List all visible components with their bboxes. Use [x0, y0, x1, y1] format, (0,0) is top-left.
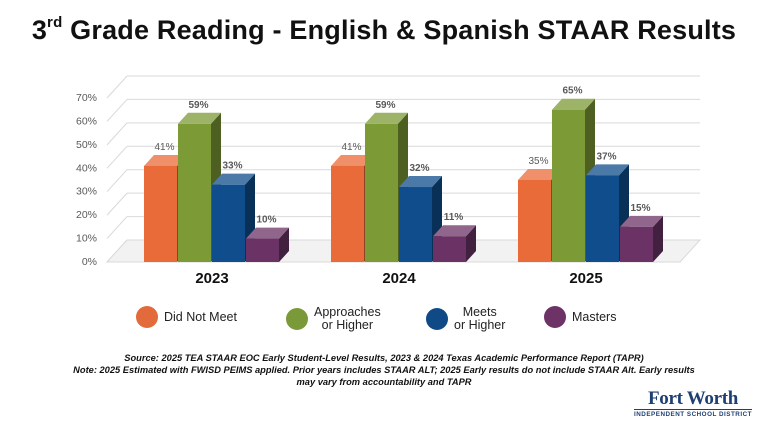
y-tick-label: 70%	[76, 92, 97, 104]
data-label: 41%	[154, 142, 174, 153]
data-label: 15%	[630, 203, 650, 214]
legend-swatch	[544, 306, 566, 328]
legend-item: Did Not Meet	[136, 306, 237, 328]
data-label: 65%	[562, 86, 582, 97]
bar	[178, 123, 211, 263]
data-label: 33%	[222, 161, 242, 172]
bar-top	[212, 173, 255, 185]
bar-top	[246, 227, 289, 239]
x-category-label: 2023	[195, 270, 228, 287]
y-tick-label: 30%	[76, 186, 97, 198]
legend-label: Did Not Meet	[164, 309, 237, 324]
bar	[518, 180, 551, 262]
page-title: 3rd Grade Reading - English & Spanish ST…	[31, 14, 737, 45]
legend-label-line: Approaches	[314, 305, 381, 319]
data-label: 32%	[409, 163, 429, 174]
bar-top	[365, 112, 408, 124]
y-tick-label: 40%	[76, 162, 97, 174]
bar-top	[178, 112, 221, 124]
source-line: Source: 2025 TEA STAAR EOC Early Student…	[124, 353, 644, 363]
legend-item: Approaches or Higher	[286, 306, 381, 332]
bar-side	[466, 225, 476, 262]
x-category-label: 2024	[382, 270, 416, 287]
bar	[144, 165, 177, 262]
bar-top	[399, 176, 442, 188]
bar	[433, 236, 466, 262]
data-label: 41%	[341, 142, 361, 153]
legend-item: Meets or Higher	[426, 306, 505, 332]
y-tick-label: 60%	[76, 115, 97, 127]
gridline-side	[106, 75, 128, 99]
bar-top	[331, 154, 374, 166]
logo-name: Fort Worth	[647, 388, 739, 409]
data-label: 35%	[528, 156, 548, 167]
data-label: 59%	[375, 100, 395, 111]
bar	[331, 165, 364, 262]
bar-top	[144, 154, 187, 166]
legend-label: Approaches or Higher	[314, 306, 381, 332]
y-tick-label: 10%	[76, 233, 97, 245]
gridline-side	[106, 216, 128, 239]
bar-top	[620, 215, 663, 227]
legend-label: Masters	[572, 309, 617, 324]
note-line: Note: 2025 Estimated with FWISD PEIMS ap…	[73, 365, 695, 375]
bar-top	[518, 169, 561, 180]
gridline-side	[106, 145, 128, 169]
legend-label-line: or Higher	[454, 318, 506, 332]
bar	[365, 123, 398, 263]
fort-worth-isd-logo: Fort Worth INDEPENDENT SCHOOL DISTRICT	[634, 388, 752, 418]
legend-swatch	[136, 306, 158, 328]
bar-top	[433, 225, 476, 237]
legend-swatch	[286, 308, 308, 330]
bar	[399, 187, 432, 262]
legend-label-line: or Higher	[321, 318, 374, 332]
gridline-side	[106, 192, 128, 216]
legend-label-line: Masters	[572, 309, 617, 324]
title-superscript: rd	[47, 14, 63, 31]
x-category-label: 2025	[569, 270, 602, 287]
bar	[552, 109, 585, 262]
data-label: 10%	[256, 215, 276, 226]
gridline-side	[106, 169, 128, 193]
bar-top	[586, 164, 629, 176]
bar	[212, 184, 245, 262]
bar	[246, 238, 279, 262]
legend-label-line: Did Not Meet	[164, 309, 237, 324]
data-label: 59%	[188, 100, 208, 111]
bar	[586, 175, 619, 262]
legend-item: Masters	[544, 306, 616, 328]
note-line-continued: may vary from accountability and TAPR	[296, 377, 472, 387]
gridline-side	[106, 122, 128, 146]
source-note: Source: 2025 TEA STAAR EOC Early Student…	[30, 352, 738, 388]
staar-bar-chart: 0% 10% 20% 30% 40% 50% 60% 70% 41% 59% 33% 10% 2023 4…	[76, 75, 702, 287]
gridline-side	[106, 99, 128, 122]
bar	[620, 226, 653, 262]
y-tick-label: 50%	[76, 139, 97, 151]
data-label: 37%	[596, 151, 616, 162]
data-label: 11%	[444, 212, 464, 223]
legend-swatch	[426, 308, 448, 330]
bar-side	[653, 215, 663, 262]
logo-subtitle: INDEPENDENT SCHOOL DISTRICT	[634, 409, 752, 418]
y-tick-label: 0%	[82, 256, 97, 268]
y-tick-label: 20%	[76, 209, 97, 221]
bar-side	[279, 227, 289, 262]
legend-label-line: Meets	[462, 305, 497, 319]
legend-label: Meets or Higher	[454, 306, 505, 332]
bar-top	[552, 98, 595, 110]
